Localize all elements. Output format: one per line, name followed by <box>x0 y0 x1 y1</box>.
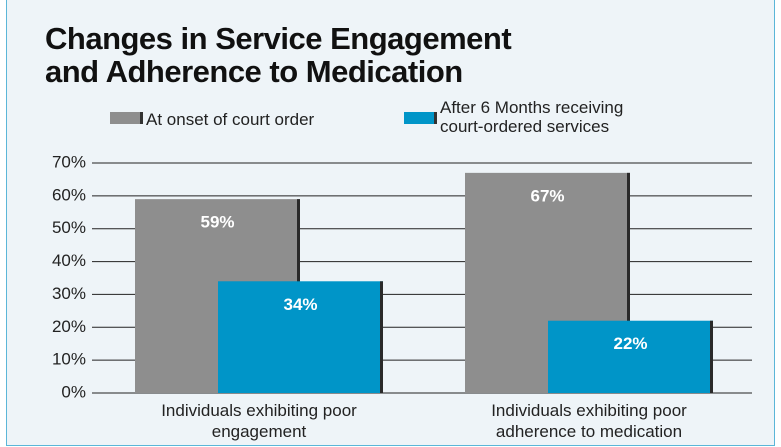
y-tick-label: 60% <box>52 185 86 204</box>
legend-swatch-shadow <box>140 112 143 124</box>
y-tick-label: 40% <box>52 251 86 270</box>
legend-label: After 6 Months receiving court-ordered s… <box>440 98 624 136</box>
bar-shadow <box>380 281 383 393</box>
x-tick-label: Individuals exhibiting poor adherence to… <box>491 401 687 441</box>
y-tick-label: 70% <box>52 152 86 171</box>
data-label: 34% <box>283 295 317 314</box>
legend-label: At onset of court order <box>146 110 315 129</box>
y-tick-label: 10% <box>52 350 86 369</box>
chart-title: Changes in Service Engagement and Adhere… <box>45 21 512 89</box>
data-label: 67% <box>530 186 564 205</box>
legend-swatch-shadow <box>434 112 437 124</box>
bar-shadow <box>710 320 713 393</box>
legend-swatch <box>110 112 140 124</box>
y-tick-label: 20% <box>52 317 86 336</box>
y-tick-label: 0% <box>61 382 86 401</box>
data-label: 22% <box>613 334 647 353</box>
bar <box>548 320 713 393</box>
data-label: 59% <box>200 213 234 232</box>
y-tick-label: 30% <box>52 284 86 303</box>
bar <box>218 281 383 393</box>
y-tick-label: 50% <box>52 218 86 237</box>
legend-swatch <box>404 112 434 124</box>
x-tick-label: Individuals exhibiting poor engagement <box>161 401 357 441</box>
bar-shadow <box>627 172 630 393</box>
